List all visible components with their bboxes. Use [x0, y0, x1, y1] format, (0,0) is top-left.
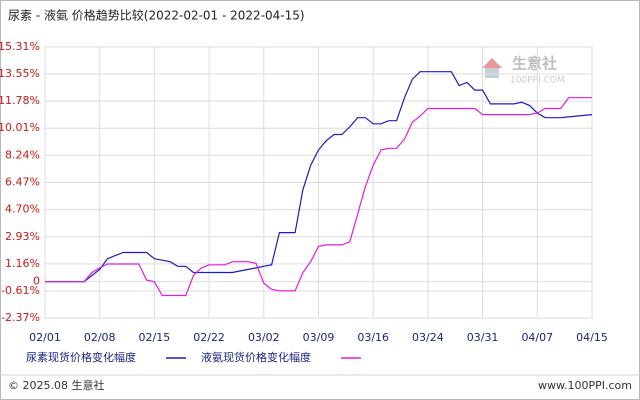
x-tick-label: 02/22 [193, 331, 225, 344]
x-tick-label: 02/08 [84, 331, 116, 344]
watermark-icon [482, 58, 502, 68]
series-line [45, 97, 592, 297]
y-tick-label: 11.78% [0, 94, 40, 107]
y-tick-label: -0.61% [1, 284, 40, 297]
y-tick-label: 1.16% [5, 257, 40, 270]
watermark-icon [485, 68, 499, 78]
y-tick-label: 8.24% [5, 148, 40, 161]
watermark-name: 生意社 [512, 55, 557, 73]
series-line [45, 71, 593, 283]
legend-label: 尿素现货价格变化幅度 [26, 350, 136, 364]
x-tick-label: 04/07 [521, 331, 553, 344]
x-tick-label: 03/24 [412, 331, 444, 344]
x-tick-label: 02/15 [139, 331, 171, 344]
y-tick-label: 13.55% [0, 67, 40, 80]
y-tick-label: 15.31% [0, 40, 40, 53]
x-tick-label: 03/09 [303, 331, 335, 344]
x-tick-label: 03/31 [467, 331, 499, 344]
y-tick-label: 10.01% [0, 121, 40, 134]
y-tick-label: 0 [33, 275, 40, 288]
legend-label: 液氨现货价格变化幅度 [201, 350, 311, 364]
y-tick-label: -2.37% [1, 311, 40, 324]
x-tick-label: 03/16 [357, 331, 389, 344]
footer-right: www.100PPI.com [538, 379, 632, 392]
x-tick-label: 02/01 [29, 331, 61, 344]
y-tick-label: 2.93% [5, 230, 40, 243]
chart-title: 尿素 - 液氨 价格趋势比较(2022-02-01 - 2022-04-15) [8, 8, 305, 23]
y-tick-label: 4.70% [5, 203, 40, 216]
x-tick-label: 04/15 [576, 331, 608, 344]
y-tick-label: 6.47% [5, 176, 40, 189]
x-tick-label: 03/02 [248, 331, 280, 344]
footer-left: © 2025.08 生意社 [8, 378, 104, 392]
